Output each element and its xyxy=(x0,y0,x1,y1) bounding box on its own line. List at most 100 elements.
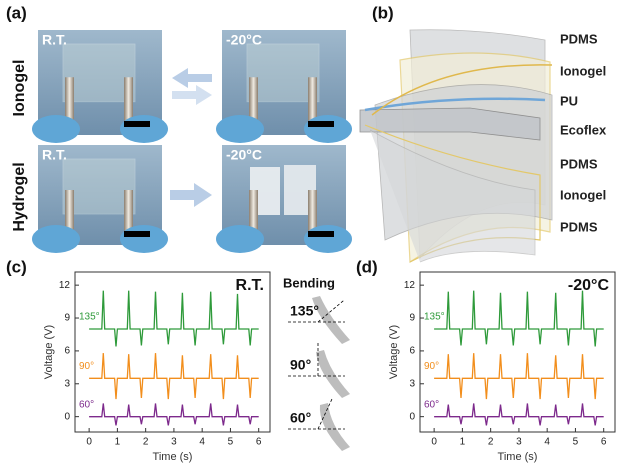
photo: -20°C xyxy=(216,145,352,253)
bend-strip xyxy=(312,296,350,344)
panel-label: (a) xyxy=(6,3,27,22)
glove xyxy=(304,115,352,143)
plot-frame xyxy=(74,271,271,433)
layer-label: Ionogel xyxy=(560,187,606,202)
trace xyxy=(89,353,259,400)
layer-label: Ionogel xyxy=(560,63,606,78)
glove xyxy=(120,225,168,253)
bend-line xyxy=(317,299,345,323)
glove xyxy=(216,225,264,253)
photo: R.T. xyxy=(32,145,168,253)
gel xyxy=(62,43,136,103)
glove xyxy=(304,225,352,253)
annotation: R.T. xyxy=(236,277,264,294)
x-tick-label: 0 xyxy=(86,437,92,448)
tweezer xyxy=(249,190,258,245)
scale-bar xyxy=(124,231,150,237)
photo: -20°C xyxy=(216,30,352,143)
trace xyxy=(89,290,259,347)
trace xyxy=(434,353,604,400)
photo-tag: -20°C xyxy=(226,32,262,48)
photo-tag: -20°C xyxy=(226,147,262,163)
bend-angle: 60° xyxy=(290,410,311,426)
x-tick-label: 3 xyxy=(171,437,177,448)
glove xyxy=(216,115,264,143)
layer-label: PDMS xyxy=(560,156,598,171)
x-tick-label: 5 xyxy=(573,437,579,448)
bending-title: Bending xyxy=(283,275,335,290)
trace-label: 60° xyxy=(79,399,94,410)
panel-label: (c) xyxy=(6,257,27,276)
tweezer xyxy=(249,77,258,135)
photo-tag: R.T. xyxy=(42,147,67,163)
y-tick-label: 6 xyxy=(409,346,415,357)
x-tick-label: 1 xyxy=(460,437,466,448)
y-tick-label: 0 xyxy=(64,411,70,422)
y-tick-label: 9 xyxy=(64,313,70,324)
glove xyxy=(32,225,80,253)
glove xyxy=(32,115,80,143)
y-axis-label: Voltage (V) xyxy=(388,325,400,379)
y-axis-label: Voltage (V) xyxy=(43,325,55,379)
scale-bar xyxy=(308,231,334,237)
scale-bar xyxy=(308,121,334,127)
trace xyxy=(434,403,604,426)
row-label: Ionogel xyxy=(11,60,28,117)
layer-label: PU xyxy=(560,93,578,108)
plot-frame xyxy=(419,271,616,433)
gel xyxy=(62,158,136,215)
scale-bar xyxy=(124,121,150,127)
x-axis-label: Time (s) xyxy=(153,451,193,463)
gel xyxy=(246,43,320,103)
y-tick-label: 12 xyxy=(404,280,416,291)
x-tick-label: 6 xyxy=(256,437,262,448)
tweezer xyxy=(124,77,133,135)
x-tick-label: 6 xyxy=(601,437,607,448)
y-tick-label: 6 xyxy=(64,346,70,357)
y-tick-label: 3 xyxy=(409,378,415,389)
bend-line xyxy=(317,398,333,430)
panel-label: (b) xyxy=(372,3,394,22)
glove xyxy=(120,115,168,143)
x-tick-label: 2 xyxy=(488,437,494,448)
x-tick-label: 1 xyxy=(115,437,121,448)
tweezer xyxy=(65,190,74,245)
tweezer xyxy=(308,190,317,245)
tweezer xyxy=(65,77,74,135)
x-tick-label: 4 xyxy=(199,437,205,448)
layer-label: Ecoflex xyxy=(560,122,607,137)
x-tick-label: 4 xyxy=(544,437,550,448)
bend-angle: 135° xyxy=(290,303,319,319)
trace xyxy=(89,403,259,426)
y-tick-label: 0 xyxy=(409,411,415,422)
layer-label: PDMS xyxy=(560,31,598,46)
panel-label: (d) xyxy=(356,257,378,276)
arrows xyxy=(170,68,212,207)
trace-label: 135° xyxy=(79,312,100,323)
photo-tag: R.T. xyxy=(42,32,67,48)
annotation: -20°C xyxy=(568,277,610,294)
bend-angle: 90° xyxy=(290,357,311,373)
x-tick-label: 0 xyxy=(431,437,437,448)
trace-label: 60° xyxy=(424,399,439,410)
x-tick-label: 5 xyxy=(228,437,234,448)
tweezer xyxy=(124,190,133,245)
trace xyxy=(434,290,604,347)
layer-label: PDMS xyxy=(560,219,598,234)
y-tick-label: 3 xyxy=(64,378,70,389)
bend-strip xyxy=(316,350,350,398)
photo: R.T. xyxy=(32,30,168,143)
x-tick-label: 3 xyxy=(516,437,522,448)
x-tick-label: 2 xyxy=(143,437,149,448)
bend-strip xyxy=(319,403,350,451)
x-axis-label: Time (s) xyxy=(498,451,538,463)
y-tick-label: 12 xyxy=(59,280,71,291)
layer-stack xyxy=(359,29,553,264)
trace-label: 90° xyxy=(424,361,439,372)
tweezer xyxy=(308,77,317,135)
trace-label: 135° xyxy=(424,312,445,323)
row-label: Hydrogel xyxy=(11,162,28,231)
y-tick-label: 9 xyxy=(409,313,415,324)
trace-label: 90° xyxy=(79,361,94,372)
